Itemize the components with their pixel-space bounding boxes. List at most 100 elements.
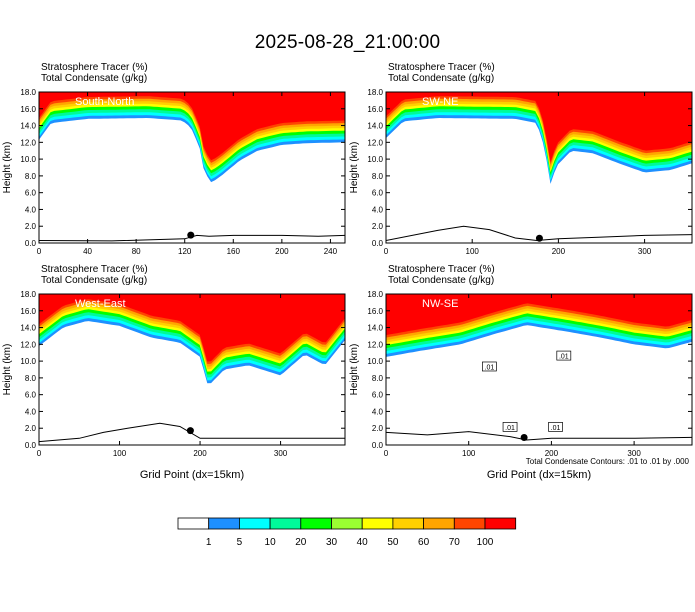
contour-label: .01 xyxy=(559,354,569,361)
contour-label-box xyxy=(548,422,563,432)
colorbar-label: 50 xyxy=(387,537,399,548)
y-tick-label: 8.0 xyxy=(25,374,37,383)
contour-label: .01 xyxy=(485,364,495,371)
plot-area xyxy=(386,92,692,243)
y-tick-label: 6.0 xyxy=(25,391,37,400)
contour-label-box xyxy=(482,361,497,372)
y-tick-label: 8.0 xyxy=(372,172,384,181)
location-marker xyxy=(187,231,195,239)
y-tick-label: 12.0 xyxy=(20,340,36,349)
y-tick-label: 16.0 xyxy=(20,307,36,316)
panel-label: NW-SE xyxy=(422,298,458,310)
y-axis-label: Height (km) xyxy=(349,142,360,194)
colorbar-cell xyxy=(208,517,240,530)
panel-sw-ne: SW-NE Stratosphere Tracer (%)Total Conden… xyxy=(349,62,693,256)
x-tick-label: 80 xyxy=(132,247,141,256)
terrain-line xyxy=(386,225,692,242)
colorbar-cell xyxy=(484,517,517,530)
colorbar-cell xyxy=(453,517,486,530)
panel-title-line2: Total Condensate (g/kg) xyxy=(41,275,147,286)
y-tick-label: 18.0 xyxy=(367,88,383,97)
contour-footnote: Total Condensate Contours: .01 to .01 by… xyxy=(526,457,690,466)
panel-title-line2: Total Condensate (g/kg) xyxy=(388,275,494,286)
x-tick-label: 0 xyxy=(37,247,42,256)
y-tick-label: 18.0 xyxy=(367,290,383,299)
x-tick-label: 300 xyxy=(274,449,288,458)
colorbar-label: 10 xyxy=(265,537,277,548)
y-tick-label: 6.0 xyxy=(372,391,384,400)
contour-label: .01 xyxy=(551,425,561,432)
panel-title-line1: Stratosphere Tracer (%) xyxy=(388,264,495,275)
y-axis-label: Height (km) xyxy=(2,142,13,194)
y-tick-label: 14.0 xyxy=(20,324,36,333)
y-tick-label: 0.0 xyxy=(372,441,384,450)
y-tick-label: 4.0 xyxy=(25,407,37,416)
y-tick-label: 4.0 xyxy=(25,205,37,214)
y-tick-label: 4.0 xyxy=(372,407,384,416)
y-tick-label: 12.0 xyxy=(367,138,383,147)
colorbar-label: 1 xyxy=(206,537,212,548)
y-tick-label: 8.0 xyxy=(25,172,37,181)
y-tick-label: 16.0 xyxy=(367,307,383,316)
tracer-band-max xyxy=(386,294,692,336)
page-title: 2025-08-28_21:00:00 xyxy=(254,32,441,53)
colorbar-label: 30 xyxy=(326,537,338,548)
x-tick-label: 160 xyxy=(227,247,241,256)
colorbar-cell xyxy=(331,517,363,530)
location-marker xyxy=(535,234,543,242)
x-tick-label: 100 xyxy=(113,449,127,458)
plot-area xyxy=(39,294,345,445)
y-tick-label: 10.0 xyxy=(367,155,383,164)
x-tick-label: 40 xyxy=(83,247,92,256)
plot-frame xyxy=(385,293,693,446)
tracer-band-max xyxy=(39,294,345,362)
tracer-band-max xyxy=(39,92,345,161)
y-tick-label: 18.0 xyxy=(20,290,36,299)
y-tick-label: 12.0 xyxy=(367,340,383,349)
y-tick-label: 10.0 xyxy=(367,357,383,366)
x-tick-label: 0 xyxy=(37,449,42,458)
colorbar-label: 70 xyxy=(449,537,461,548)
location-marker xyxy=(520,433,528,441)
plot-frame xyxy=(385,91,693,244)
colorbar-label: 40 xyxy=(357,537,369,548)
x-tick-label: 300 xyxy=(627,449,641,458)
colorbar-label: 20 xyxy=(295,537,307,548)
y-tick-label: 14.0 xyxy=(367,122,383,131)
y-tick-label: 2.0 xyxy=(372,222,384,231)
plot-area: .01 .01 .01 .01 xyxy=(386,294,692,445)
y-tick-label: 0.0 xyxy=(25,441,37,450)
location-marker xyxy=(186,427,194,435)
colorbar-cell xyxy=(177,517,210,530)
x-axis-label: Grid Point (dx=15km) xyxy=(487,469,591,481)
colorbar-cell xyxy=(238,517,271,530)
panel-west-east: West-East Stratosphere Tracer (%)Total Co… xyxy=(2,264,346,481)
y-tick-label: 0.0 xyxy=(372,239,384,248)
colorbar-label: 5 xyxy=(237,537,243,548)
y-tick-label: 16.0 xyxy=(20,105,36,114)
panel-nw-se: .01 .01 .01 .01 NW-SE Stratosphere Tracer (%)… xyxy=(349,264,693,481)
colorbar-label: 100 xyxy=(477,537,494,548)
x-tick-label: 200 xyxy=(552,247,566,256)
panel-title-line2: Total Condensate (g/kg) xyxy=(41,73,147,84)
x-tick-label: 0 xyxy=(384,247,389,256)
tracer-band-max xyxy=(386,92,692,163)
panel-title-line1: Stratosphere Tracer (%) xyxy=(41,264,148,275)
plot-frame xyxy=(38,91,346,244)
colorbar-cell xyxy=(361,517,394,530)
y-tick-label: 6.0 xyxy=(25,189,37,198)
colorbar-label: 60 xyxy=(418,537,430,548)
y-tick-label: 0.0 xyxy=(25,239,37,248)
x-tick-label: 200 xyxy=(193,449,207,458)
colorbar-cell xyxy=(300,517,332,530)
panel-title-line2: Total Condensate (g/kg) xyxy=(388,73,494,84)
x-axis-label: Grid Point (dx=15km) xyxy=(140,469,244,481)
x-tick-label: 240 xyxy=(324,247,338,256)
x-tick-label: 200 xyxy=(545,449,559,458)
panel-south-north: South-North Stratosphere Tracer (%)Total … xyxy=(2,62,346,256)
y-tick-label: 2.0 xyxy=(372,424,384,433)
contour-label-box xyxy=(502,422,518,432)
y-tick-label: 8.0 xyxy=(372,374,384,383)
y-tick-label: 16.0 xyxy=(367,105,383,114)
